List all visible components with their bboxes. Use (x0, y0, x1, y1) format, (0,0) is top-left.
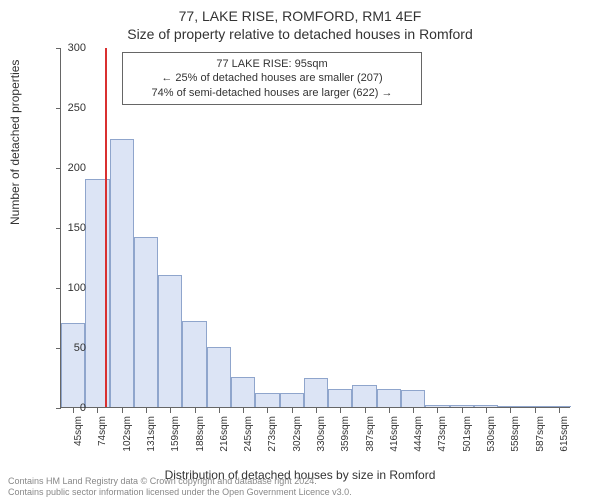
x-tick-label: 387sqm (365, 416, 376, 456)
histogram-bar (450, 405, 474, 407)
x-tick-label: 188sqm (195, 416, 206, 456)
x-tick-mark (170, 408, 171, 413)
x-tick-mark (195, 408, 196, 413)
x-tick-label: 159sqm (170, 416, 181, 456)
histogram-bar (522, 406, 546, 407)
chart-title-sub: Size of property relative to detached ho… (0, 24, 600, 42)
x-tick-label: 273sqm (267, 416, 278, 456)
x-tick-label: 558sqm (510, 416, 521, 456)
histogram-bar (110, 139, 134, 407)
x-tick-mark (389, 408, 390, 413)
x-tick-label: 330sqm (316, 416, 327, 456)
histogram-bar (255, 393, 279, 407)
x-tick-mark (413, 408, 414, 413)
x-tick-label: 416sqm (389, 416, 400, 456)
x-tick-label: 587sqm (535, 416, 546, 456)
x-tick-label: 501sqm (462, 416, 473, 456)
reference-line (105, 48, 107, 407)
x-tick-mark (316, 408, 317, 413)
annotation-line: ← 25% of detached houses are smaller (20… (131, 71, 413, 85)
annotation-line: 77 LAKE RISE: 95sqm (131, 57, 413, 71)
x-tick-mark (365, 408, 366, 413)
y-tick-label: 100 (56, 282, 86, 294)
x-tick-label: 102sqm (122, 416, 133, 456)
footer-line-1: Contains HM Land Registry data © Crown c… (8, 476, 352, 487)
histogram-bar (207, 347, 231, 407)
x-tick-label: 216sqm (219, 416, 230, 456)
x-tick-mark (340, 408, 341, 413)
histogram-bar (474, 405, 498, 407)
x-tick-mark (486, 408, 487, 413)
x-tick-label: 302sqm (292, 416, 303, 456)
x-tick-label: 359sqm (340, 416, 351, 456)
y-tick-label: 150 (56, 222, 86, 234)
y-tick-label: 50 (56, 342, 86, 354)
x-tick-mark (535, 408, 536, 413)
histogram-bar (352, 385, 376, 407)
x-tick-mark (559, 408, 560, 413)
histogram-bar (182, 321, 206, 407)
x-tick-mark (122, 408, 123, 413)
x-tick-mark (267, 408, 268, 413)
x-tick-label: 615sqm (559, 416, 570, 456)
histogram-bar (134, 237, 158, 407)
footer-attribution: Contains HM Land Registry data © Crown c… (8, 476, 352, 498)
histogram-bar (158, 275, 182, 407)
y-tick-label: 0 (56, 402, 86, 414)
x-tick-mark (510, 408, 511, 413)
x-tick-label: 444sqm (413, 416, 424, 456)
x-tick-mark (97, 408, 98, 413)
histogram-bar (547, 406, 571, 407)
x-tick-label: 473sqm (437, 416, 448, 456)
y-axis-label: Number of detached properties (8, 60, 22, 225)
histogram-bar (377, 389, 401, 407)
y-tick-label: 200 (56, 162, 86, 174)
footer-line-2: Contains public sector information licen… (8, 487, 352, 498)
annotation-box: 77 LAKE RISE: 95sqm← 25% of detached hou… (122, 52, 422, 105)
histogram-bar (401, 390, 425, 407)
x-tick-mark (437, 408, 438, 413)
x-tick-label: 45sqm (73, 416, 84, 456)
x-tick-label: 245sqm (243, 416, 254, 456)
x-tick-mark (219, 408, 220, 413)
x-tick-label: 530sqm (486, 416, 497, 456)
annotation-line: 74% of semi-detached houses are larger (… (131, 86, 413, 100)
x-tick-mark (243, 408, 244, 413)
x-tick-mark (462, 408, 463, 413)
histogram-bar (425, 405, 449, 407)
histogram-bar (328, 389, 352, 407)
x-tick-mark (146, 408, 147, 413)
histogram-bar (61, 323, 85, 407)
x-tick-mark (292, 408, 293, 413)
x-tick-label: 131sqm (146, 416, 157, 456)
x-tick-label: 74sqm (97, 416, 108, 456)
y-tick-label: 300 (56, 42, 86, 54)
histogram-bar (304, 378, 328, 407)
histogram-bar (280, 393, 304, 407)
chart-container: 45sqm74sqm102sqm131sqm159sqm188sqm216sqm… (60, 48, 570, 408)
histogram-bar (498, 406, 522, 407)
chart-title-main: 77, LAKE RISE, ROMFORD, RM1 4EF (0, 0, 600, 24)
histogram-bar (231, 377, 255, 407)
y-tick-label: 250 (56, 102, 86, 114)
